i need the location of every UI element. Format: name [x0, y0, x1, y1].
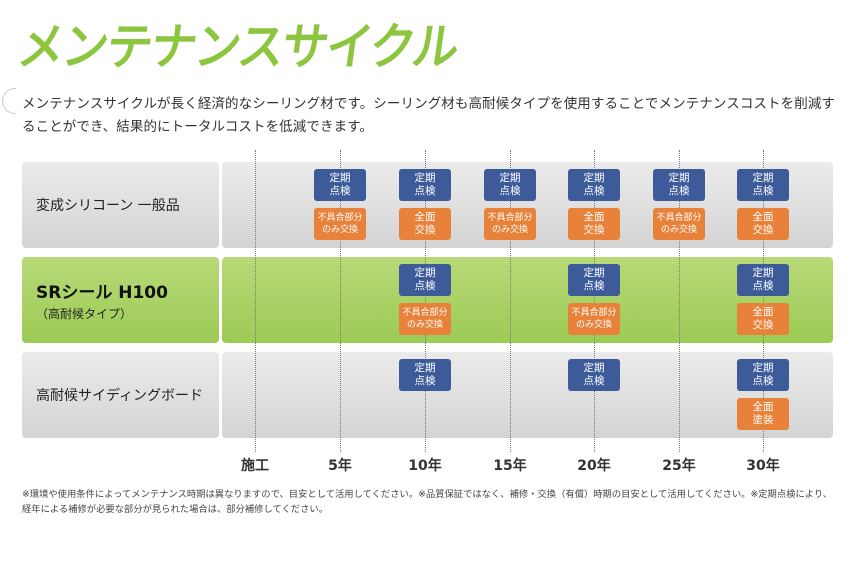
full-action-badge: 全面 交換: [399, 208, 451, 240]
inspection-badge: 定期 点検: [399, 264, 451, 296]
row-label-main: 高耐候サイディングボード: [36, 388, 204, 404]
row-label-main: 変成シリコーン 一般品: [36, 198, 180, 214]
inspection-badge: 定期 点検: [737, 264, 789, 296]
page-title: メンテナンスサイクル: [14, 18, 461, 76]
row-label: SRシール H100 （高耐候タイプ）: [22, 257, 219, 343]
full-action-badge: 全面 塗装: [737, 398, 789, 430]
inspection-badge: 定期 点検: [314, 169, 366, 201]
inspection-badge: 定期 点検: [737, 169, 789, 201]
footnote: ※環境や使用条件によってメンテナンス時期は異なりますので、目安として活用してくだ…: [22, 489, 833, 515]
row-label: 変成シリコーン 一般品: [22, 162, 219, 248]
row-track: [222, 257, 833, 343]
inspection-badge: 定期 点検: [737, 359, 789, 391]
full-action-badge: 全面 交換: [737, 208, 789, 240]
axis-label: 施工: [241, 458, 269, 474]
axis-label: 25年: [662, 458, 696, 474]
full-action-badge: 全面 交換: [568, 208, 620, 240]
timeline-guide: [425, 150, 426, 452]
partial-replace-badge: 不具合部分 のみ交換: [484, 208, 536, 240]
partial-replace-badge: 不具合部分 のみ交換: [653, 208, 705, 240]
timeline-guide: [255, 150, 256, 452]
timeline-guide: [340, 150, 341, 452]
row-label: 高耐候サイディングボード: [22, 352, 219, 438]
partial-replace-badge: 不具合部分 のみ交換: [399, 303, 451, 335]
partial-replace-badge: 不具合部分 のみ交換: [314, 208, 366, 240]
inspection-badge: 定期 点検: [568, 359, 620, 391]
inspection-badge: 定期 点検: [568, 264, 620, 296]
axis-label: 20年: [577, 458, 611, 474]
inspection-badge: 定期 点検: [568, 169, 620, 201]
inspection-badge: 定期 点検: [484, 169, 536, 201]
axis-label: 30年: [746, 458, 780, 474]
axis-label: 15年: [493, 458, 527, 474]
partial-replace-badge: 不具合部分 のみ交換: [568, 303, 620, 335]
decorative-arc: [2, 88, 16, 114]
row-track: [222, 352, 833, 438]
axis-label: 10年: [408, 458, 442, 474]
row-label-sub: （高耐候タイプ）: [36, 307, 133, 321]
timeline-guide: [510, 150, 511, 452]
inspection-badge: 定期 点検: [399, 169, 451, 201]
timeline-guide: [763, 150, 764, 452]
full-action-badge: 全面 交換: [737, 303, 789, 335]
inspection-badge: 定期 点検: [399, 359, 451, 391]
timeline-guide: [594, 150, 595, 452]
inspection-badge: 定期 点検: [653, 169, 705, 201]
row-label-main: SRシール H100: [36, 283, 168, 303]
intro-text: メンテナンスサイクルが長く経済的なシーリング材です。シーリング材も高耐候タイプを…: [22, 96, 836, 135]
timeline-guide: [679, 150, 680, 452]
axis-label: 5年: [328, 458, 352, 474]
